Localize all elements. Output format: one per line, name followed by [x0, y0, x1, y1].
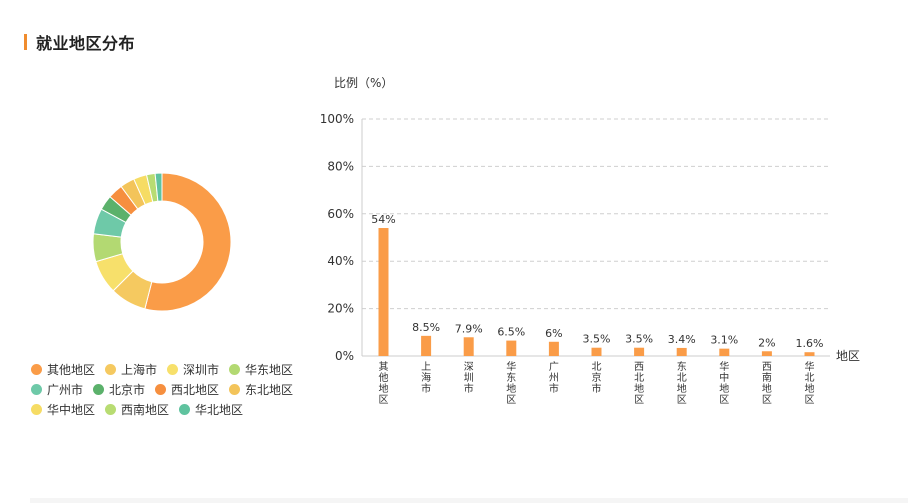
- legend-dot-icon: [105, 403, 117, 415]
- bar-data-label: 3.1%: [710, 334, 738, 347]
- legend-label: 深圳市: [183, 362, 220, 377]
- x-tick-label: 其他地区: [379, 361, 389, 406]
- footer-divider: [30, 498, 908, 503]
- bar-data-label: 6.5%: [497, 326, 525, 339]
- bar[interactable]: [548, 341, 559, 356]
- legend-label: 广州市: [47, 382, 84, 397]
- legend-dot-icon: [31, 363, 42, 375]
- donut-legend: 其他地区 上海市 深圳市 华东地区广州市 北京市 西北地区 东北地区华中地区 西南地区 华北地区: [31, 359, 301, 419]
- x-axis-title: 地区: [836, 349, 860, 363]
- section-header: 就业地区分布: [24, 32, 136, 53]
- legend-dot-icon: [31, 403, 42, 415]
- legend-item[interactable]: 华东地区: [229, 361, 293, 378]
- legend-item[interactable]: 西北地区: [155, 381, 219, 398]
- legend-label: 东北地区: [245, 382, 294, 397]
- legend-dot-icon: [179, 403, 191, 415]
- page-title: 就业地区分布: [36, 34, 136, 53]
- bar-data-label: 2%: [758, 336, 775, 349]
- legend-row: 广州市 北京市 西北地区 东北地区: [31, 379, 301, 399]
- legend-item[interactable]: 北京市: [93, 381, 145, 398]
- bar[interactable]: [719, 348, 730, 356]
- y-tick-label: 100%: [320, 112, 354, 126]
- legend-label: 西北地区: [171, 382, 220, 397]
- legend-label: 华北地区: [195, 402, 244, 417]
- bar[interactable]: [421, 335, 432, 356]
- title-accent-bar: [24, 34, 27, 50]
- x-tick-label: 华中地区: [719, 360, 729, 406]
- legend-item[interactable]: 深圳市: [167, 361, 219, 378]
- bar-data-label: 3.4%: [668, 333, 696, 346]
- legend-item[interactable]: 东北地区: [229, 381, 293, 398]
- legend-dot-icon: [229, 363, 241, 375]
- y-tick-label: 0%: [335, 349, 354, 363]
- x-tick-label: 西南地区: [762, 362, 772, 406]
- x-tick-label: 华北地区: [805, 360, 815, 406]
- bar[interactable]: [761, 351, 772, 356]
- y-tick-label: 40%: [327, 254, 354, 268]
- y-tick-label: 20%: [327, 302, 354, 316]
- bar-data-label: 1.6%: [796, 337, 824, 350]
- y-tick-label: 60%: [327, 207, 354, 221]
- bar-data-label: 6%: [545, 327, 562, 340]
- legend-dot-icon: [229, 383, 241, 395]
- legend-label: 华东地区: [245, 362, 294, 377]
- bar[interactable]: [378, 228, 389, 356]
- bar-data-label: 3.5%: [625, 333, 653, 346]
- donut-slice[interactable]: [144, 172, 232, 312]
- legend-dot-icon: [167, 363, 179, 375]
- bar-data-label: 7.9%: [455, 322, 483, 335]
- legend-item[interactable]: 上海市: [105, 361, 157, 378]
- x-tick-label: 深圳市: [464, 361, 474, 395]
- bar-data-label: 3.5%: [583, 333, 611, 346]
- x-tick-label: 北京市: [592, 361, 602, 395]
- legend-dot-icon: [155, 383, 167, 395]
- y-tick-label: 80%: [327, 159, 354, 173]
- donut-chart: [92, 172, 232, 312]
- legend-item[interactable]: 华中地区: [31, 401, 95, 418]
- legend-label: 其他地区: [47, 362, 96, 377]
- legend-label: 西南地区: [121, 402, 170, 417]
- legend-dot-icon: [93, 383, 105, 395]
- legend-dot-icon: [31, 383, 42, 395]
- legend-row: 华中地区 西南地区 华北地区: [31, 399, 301, 419]
- legend-item[interactable]: 西南地区: [105, 401, 169, 418]
- bar[interactable]: [804, 352, 815, 356]
- legend-label: 北京市: [109, 382, 146, 397]
- bar[interactable]: [591, 347, 602, 356]
- donut-slice[interactable]: [154, 172, 163, 202]
- x-tick-label: 华东地区: [506, 360, 516, 406]
- bar[interactable]: [634, 347, 645, 356]
- legend-row: 其他地区 上海市 深圳市 华东地区: [31, 359, 301, 379]
- legend-item[interactable]: 其他地区: [31, 361, 95, 378]
- legend-dot-icon: [105, 363, 117, 375]
- y-axis-title: 比例（%）: [334, 76, 393, 90]
- legend-label: 上海市: [121, 362, 158, 377]
- legend-label: 华中地区: [47, 402, 96, 417]
- bar-data-label: 54%: [371, 213, 395, 226]
- bar[interactable]: [676, 347, 687, 356]
- x-tick-label: 广州市: [549, 361, 559, 395]
- bar[interactable]: [463, 337, 474, 356]
- x-tick-label: 东北地区: [677, 360, 687, 406]
- legend-item[interactable]: 广州市: [31, 381, 83, 398]
- x-tick-label: 西北地区: [634, 362, 644, 406]
- x-tick-label: 上海市: [421, 361, 431, 395]
- bar-data-label: 8.5%: [412, 321, 440, 334]
- bar[interactable]: [506, 340, 517, 356]
- legend-item[interactable]: 华北地区: [179, 401, 243, 418]
